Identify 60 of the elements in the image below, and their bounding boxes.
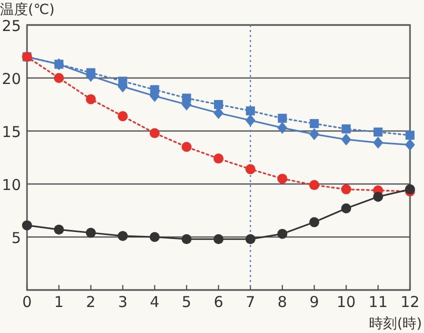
point xyxy=(341,203,352,214)
x-tick-label: 9 xyxy=(309,293,320,311)
x-tick-label: 6 xyxy=(214,293,224,311)
point xyxy=(245,114,256,126)
point xyxy=(278,114,287,123)
x-tick-label: 0 xyxy=(22,293,32,311)
point xyxy=(277,174,288,184)
point xyxy=(342,124,351,134)
x-axis-title: 時刻(時) xyxy=(369,316,422,332)
point xyxy=(406,130,414,140)
point xyxy=(118,76,128,86)
point xyxy=(405,138,415,151)
x-tick-label: 8 xyxy=(278,293,288,311)
point xyxy=(118,111,128,122)
y-tick-label: 25 xyxy=(2,17,21,35)
point xyxy=(277,122,288,134)
point xyxy=(214,100,223,109)
point xyxy=(54,60,64,69)
x-tick-label: 3 xyxy=(118,293,128,311)
point xyxy=(182,142,192,152)
point xyxy=(150,232,160,242)
point xyxy=(214,234,224,244)
y-tick-label: 20 xyxy=(2,70,21,88)
x-tick-label: 4 xyxy=(150,293,160,311)
y-axis-title: 温度(℃) xyxy=(0,2,55,18)
point xyxy=(309,180,320,190)
point xyxy=(245,234,256,244)
point xyxy=(245,164,256,174)
y-tick-label: 5 xyxy=(11,229,21,247)
point xyxy=(341,133,352,146)
point xyxy=(341,184,352,194)
point xyxy=(86,228,96,238)
point xyxy=(118,230,128,241)
x-tick-label: 1 xyxy=(54,293,64,311)
point xyxy=(214,154,224,164)
point xyxy=(373,192,384,202)
point xyxy=(309,128,320,140)
point xyxy=(86,68,96,78)
y-tick-label: 10 xyxy=(2,176,21,194)
point xyxy=(150,85,160,94)
point xyxy=(150,128,160,138)
point xyxy=(310,119,319,128)
y-tick-label: 15 xyxy=(2,123,21,141)
point xyxy=(373,136,384,149)
point xyxy=(246,106,255,116)
x-tick-label: 5 xyxy=(182,293,192,311)
point xyxy=(86,94,96,104)
point xyxy=(22,220,32,230)
x-tick-label: 12 xyxy=(400,293,420,311)
point xyxy=(309,217,320,228)
point xyxy=(374,128,383,137)
point xyxy=(182,234,192,244)
x-tick-label: 7 xyxy=(246,293,256,311)
point xyxy=(54,73,64,83)
point xyxy=(54,224,64,235)
x-tick-label: 2 xyxy=(86,293,96,311)
point xyxy=(277,228,288,239)
point xyxy=(182,94,192,103)
x-tick-label: 11 xyxy=(368,293,388,311)
x-tick-label: 10 xyxy=(336,293,356,311)
